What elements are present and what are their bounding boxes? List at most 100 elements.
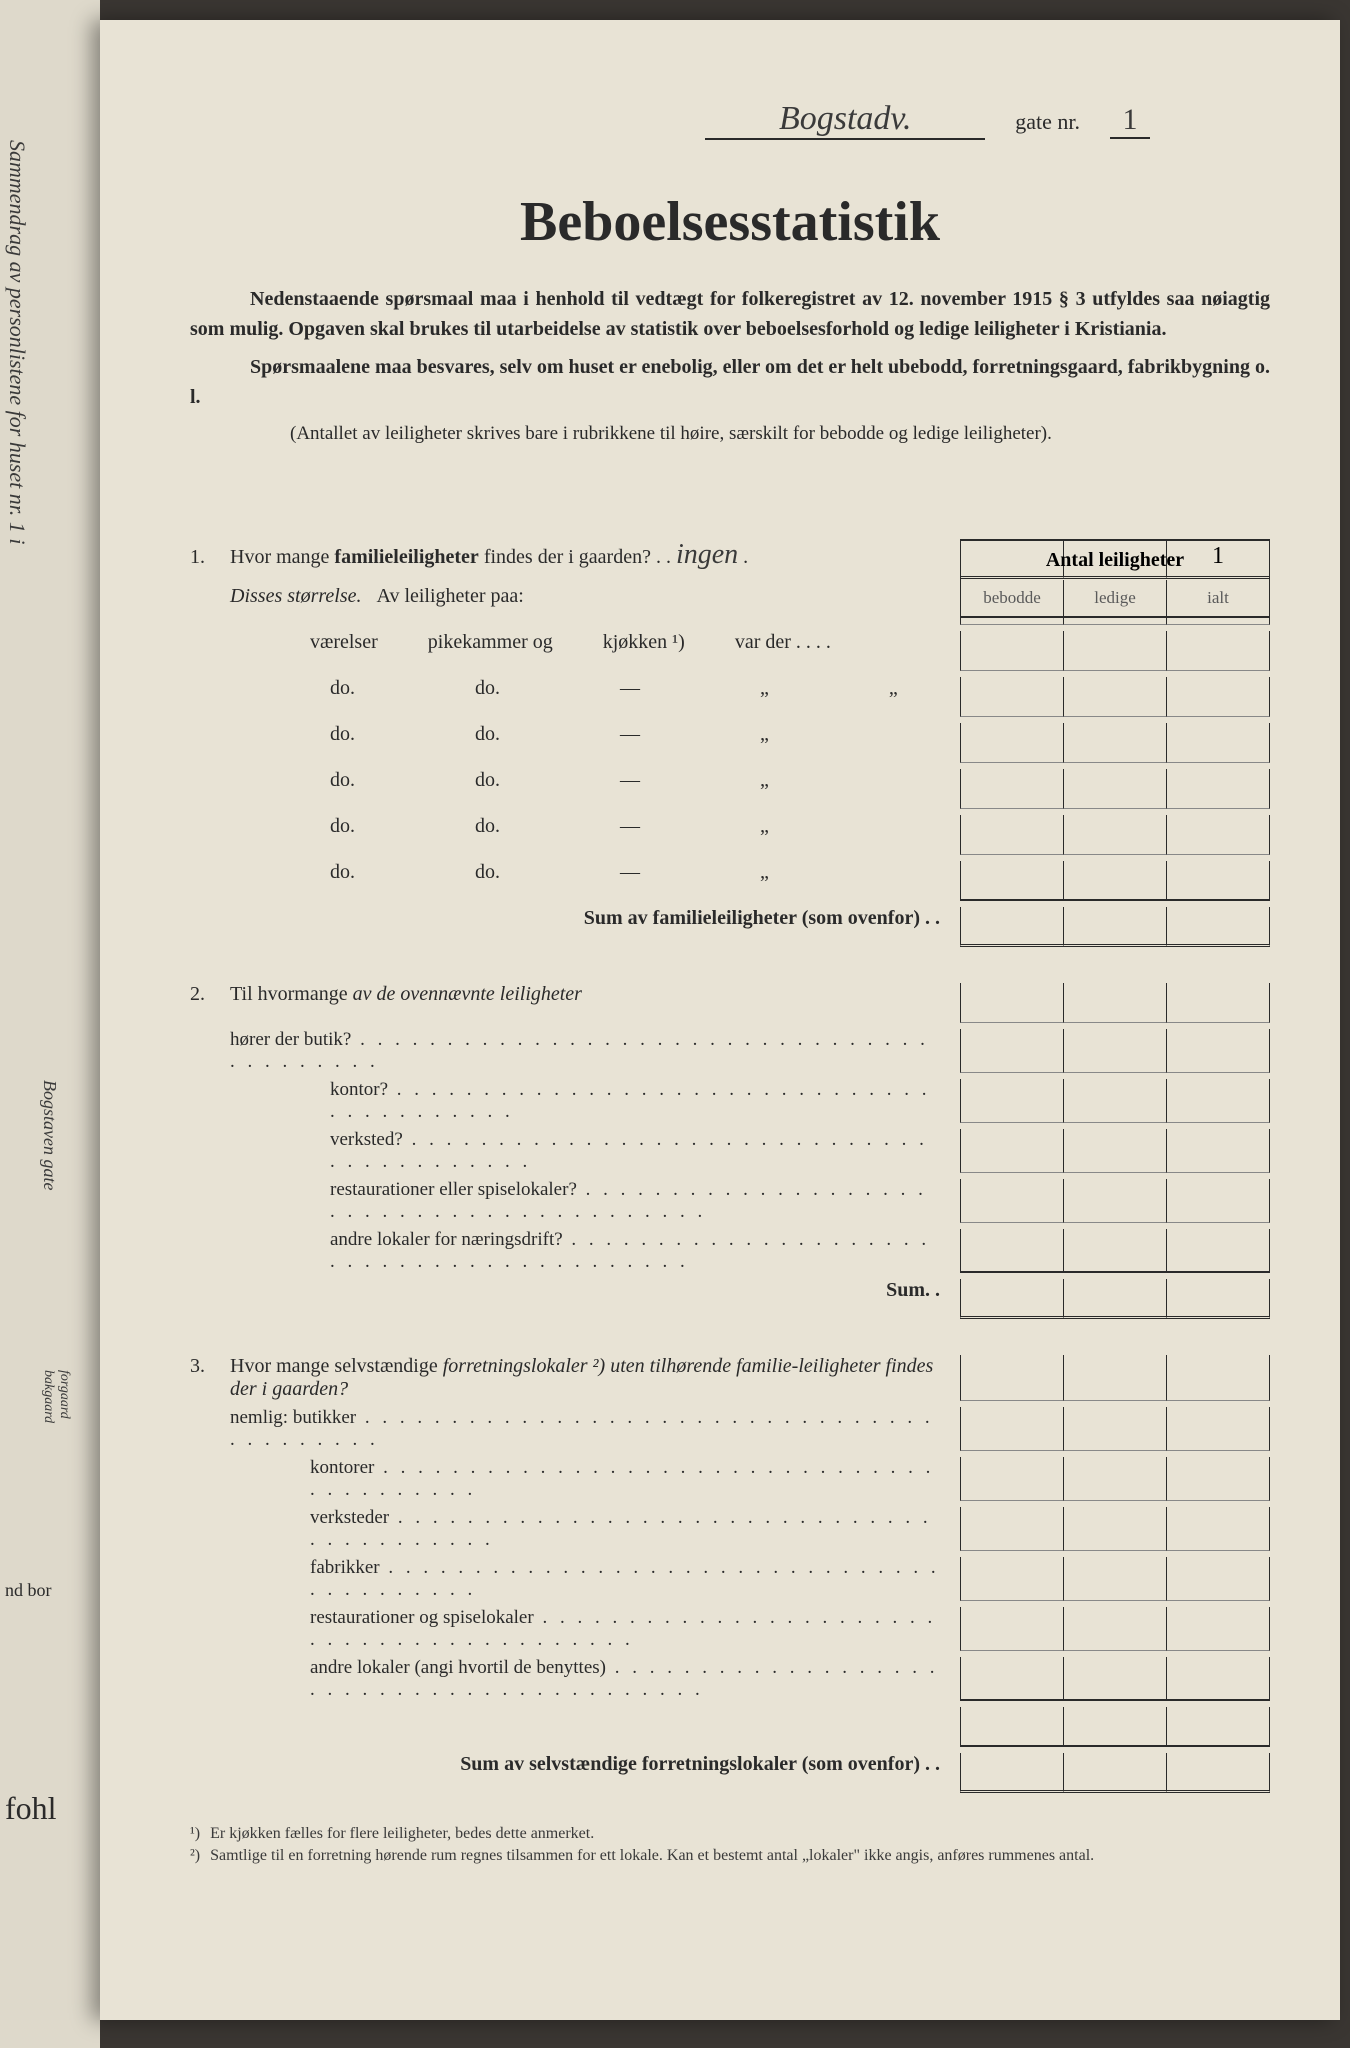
vertical-summary-text: Sammendrag av personlistene for huset nr…	[4, 140, 30, 1040]
cell	[1166, 1355, 1270, 1401]
q3-andre: andre lokaler (angi hvortil de benyttes)	[190, 1657, 1270, 1701]
cell	[960, 677, 1063, 717]
q2-restaurant: restaurationer eller spiselokaler?	[190, 1179, 1270, 1223]
table-header-title: Antal leiligheter	[960, 539, 1270, 580]
q3-restaurant-text: restaurationer og spiselokaler	[230, 1607, 960, 1651]
sum-suffix: (som ovenfor) . .	[802, 907, 940, 929]
cell	[1166, 1407, 1270, 1451]
vertical-forgaard: forgaard bakgaard	[40, 1370, 72, 1423]
cell	[960, 1407, 1063, 1451]
do: do.	[475, 723, 500, 746]
cell	[1166, 1507, 1270, 1551]
footnote-1: ¹) Er kjøkken fælles for flere leilighet…	[190, 1823, 1270, 1845]
footnote-1-num: ¹)	[190, 1823, 200, 1845]
col-ledige: ledige	[1063, 580, 1166, 616]
left-fragment-signature: fohl	[5, 1790, 57, 1827]
q1-hdr-row: værelser pikekammer og kjøkken ¹) var de…	[190, 631, 1270, 671]
q3-number: 3.	[190, 1355, 230, 1378]
q1-sum-text: Sum av familieleiligheter (som ovenfor) …	[230, 907, 960, 930]
quote: „	[760, 815, 769, 838]
footnote-2: ²) Samtlige til en forretning hørende ru…	[190, 1845, 1270, 1867]
cell	[1166, 907, 1270, 947]
cells	[960, 1457, 1270, 1501]
dash: —	[620, 769, 640, 792]
cell	[960, 1607, 1063, 1651]
q2-text-a: Til hvormange	[230, 983, 353, 1005]
cell	[1063, 1707, 1166, 1747]
vertical-street-label: Bogstaven gate	[40, 1080, 60, 1190]
cell	[1063, 723, 1166, 763]
q3-kontorer-text: kontorer	[230, 1457, 960, 1501]
cell	[1166, 1129, 1270, 1173]
col-ialt: ialt	[1166, 580, 1269, 616]
footnote-1-text: Er kjøkken fælles for flere leiligheter,…	[210, 1823, 594, 1845]
cell	[1166, 1607, 1270, 1651]
q2-text-b: av de ovennævnte leiligheter	[353, 983, 582, 1005]
cells	[960, 1029, 1270, 1073]
intro-paragraph-3: (Antallet av leiligheter skrives bare i …	[190, 420, 1270, 449]
content-rows: 1. Hvor mange familieleiligheter findes …	[190, 539, 1270, 1793]
q2-sum: Sum. .	[190, 1279, 1270, 1319]
footnote-2-text: Samtlige til en forretning hørende rum r…	[210, 1845, 1094, 1867]
q3-restaurant: restaurationer og spiselokaler	[190, 1607, 1270, 1651]
cell	[1166, 631, 1270, 671]
cell	[1166, 723, 1270, 763]
cells	[960, 1507, 1270, 1551]
do: do.	[475, 677, 500, 700]
cell	[1063, 815, 1166, 855]
cells	[960, 1229, 1270, 1273]
q2-verksted-text: verksted?	[230, 1129, 960, 1173]
do: do.	[475, 815, 500, 838]
q2-kontor: kontor?	[190, 1079, 1270, 1123]
q1-sum-row: Sum av familieleiligheter (som ovenfor) …	[190, 907, 1270, 947]
do-text: do.do.—„	[230, 861, 960, 884]
bakgaard-label: bakgaard	[41, 1370, 56, 1423]
cell	[1063, 631, 1166, 671]
cell	[960, 1179, 1063, 1223]
q3-verksteder: verksteder	[190, 1507, 1270, 1551]
do: do.	[475, 861, 500, 884]
intro-p2-text: Spørsmaalene maa besvares, selv om huset…	[190, 356, 1270, 408]
q1-text-b: familieleiligheter	[334, 546, 478, 568]
cell	[1166, 1179, 1270, 1223]
cell	[1063, 1607, 1166, 1651]
cell	[960, 723, 1063, 763]
q2-text: Til hvormange av de ovennævnte leilighet…	[230, 983, 960, 1006]
cell	[960, 1129, 1063, 1173]
cell	[1063, 1507, 1166, 1551]
vertical-street-text: Bogstaven gate	[39, 1080, 60, 1190]
do: do.	[330, 769, 355, 792]
q3-andre-text: andre lokaler (angi hvortil de benyttes)	[230, 1657, 960, 1701]
q2-verksted: verksted?	[190, 1129, 1270, 1173]
gate-label: gate nr.	[1015, 109, 1080, 135]
cell	[1166, 1557, 1270, 1601]
cell	[1166, 677, 1270, 717]
do: do.	[330, 723, 355, 746]
do-text: do.do.—„	[230, 769, 960, 792]
q2-andre: andre lokaler for næringsdrift?	[190, 1229, 1270, 1273]
hdr-varder: var der . . . .	[735, 631, 831, 654]
do-text: do.do.—„	[230, 723, 960, 746]
cell	[960, 983, 1063, 1023]
cells	[960, 1707, 1270, 1747]
dash: —	[620, 861, 640, 884]
do: do.	[475, 769, 500, 792]
quote: „	[760, 723, 769, 746]
cell	[1166, 1657, 1270, 1701]
q3-verksteder-text: verksteder	[230, 1507, 960, 1551]
cells	[960, 861, 1270, 901]
q2-number: 2.	[190, 983, 230, 1006]
cell	[1063, 1229, 1166, 1273]
cell	[1063, 1279, 1166, 1319]
left-page-strip: Sammendrag av personlistene for huset nr…	[0, 0, 100, 2048]
cells	[960, 1407, 1270, 1451]
cells	[960, 815, 1270, 855]
cell	[960, 1557, 1063, 1601]
do-row: do.do.—„	[190, 723, 1270, 763]
q3-sum-row: Sum av selvstændige forretningslokaler (…	[190, 1753, 1270, 1793]
do: do.	[330, 861, 355, 884]
q1-hdr-text: værelser pikekammer og kjøkken ¹) var de…	[230, 631, 960, 654]
q2-butik: hører der butik?	[190, 1029, 1270, 1073]
cells	[960, 1129, 1270, 1173]
q3-sum-suffix: (som ovenfor) . .	[802, 1753, 940, 1775]
